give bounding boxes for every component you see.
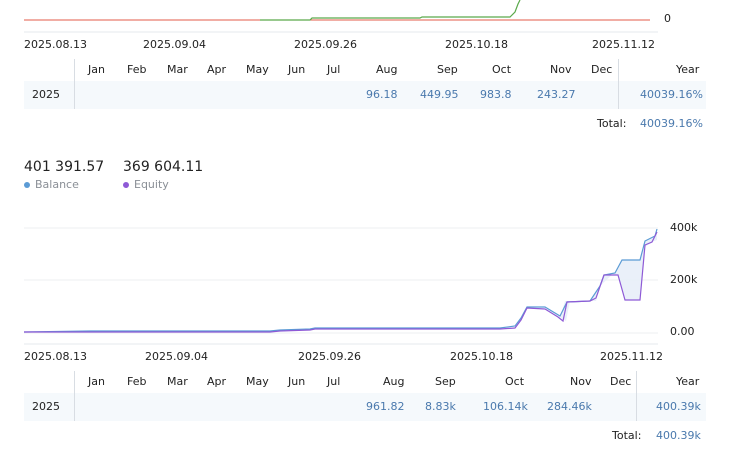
month-header: Sep bbox=[435, 375, 456, 388]
row-year: 2025 bbox=[32, 88, 60, 101]
month-value-aug: 96.18 bbox=[366, 88, 398, 101]
total-value: 400.39k bbox=[656, 429, 701, 442]
month-header: May bbox=[246, 375, 269, 388]
month-value-nov: 284.46k bbox=[547, 400, 592, 413]
top-x-date: 2025.09.04 bbox=[143, 38, 206, 51]
month-header: Jun bbox=[288, 375, 306, 388]
month-header: Jul bbox=[327, 63, 341, 76]
table-divider bbox=[74, 59, 75, 109]
month-header: Aug bbox=[383, 375, 405, 388]
month-value-sep: 449.95 bbox=[420, 88, 459, 101]
bottom-x-date: 2025.09.04 bbox=[145, 350, 208, 363]
equity-line bbox=[24, 231, 658, 333]
top-x-date: 2025.08.13 bbox=[24, 38, 87, 51]
month-header: Mar bbox=[167, 375, 188, 388]
top-x-date: 2025.10.18 bbox=[445, 38, 508, 51]
top-monthly-table: Jan Feb Mar Apr May Jun Jul Aug Sep Oct … bbox=[24, 59, 706, 111]
month-header: Mar bbox=[167, 63, 188, 76]
drawdown-area bbox=[527, 230, 657, 321]
month-header: Jul bbox=[327, 375, 341, 388]
total-label: Total: bbox=[612, 429, 642, 442]
y-tick-0: 0.00 bbox=[670, 325, 695, 338]
table-divider bbox=[636, 371, 637, 421]
balance-dot-icon bbox=[24, 181, 30, 188]
y-tick-400k: 400k bbox=[670, 221, 698, 234]
legend-equity[interactable]: Equity bbox=[123, 178, 169, 191]
month-header: Apr bbox=[207, 375, 227, 388]
bottom-x-date: 2025.09.26 bbox=[298, 350, 361, 363]
balance-line bbox=[23, 228, 658, 333]
year-header: Year bbox=[676, 375, 700, 388]
year-header: Year bbox=[676, 63, 700, 76]
y-tick-200k: 200k bbox=[670, 273, 698, 286]
month-header: Oct bbox=[505, 375, 525, 388]
legend-equity-label: Equity bbox=[134, 178, 169, 191]
month-header: Nov bbox=[550, 63, 572, 76]
legend-balance-label: Balance bbox=[35, 178, 79, 191]
top-x-date: 2025.11.12 bbox=[592, 38, 655, 51]
bottom-x-date: 2025.11.12 bbox=[600, 350, 663, 363]
table-row: 2025 96.18 449.95 983.8 243.27 40039.16% bbox=[24, 81, 706, 109]
bottom-x-date: 2025.08.13 bbox=[24, 350, 87, 363]
month-header: Feb bbox=[127, 63, 147, 76]
month-value-nov: 243.27 bbox=[537, 88, 576, 101]
top-chart-y-tick: 0 bbox=[664, 12, 671, 25]
year-value: 400.39k bbox=[656, 400, 701, 413]
month-header: Aug bbox=[376, 63, 398, 76]
month-header: Oct bbox=[492, 63, 512, 76]
bottom-monthly-table: Jan Feb Mar Apr May Jun Jul Aug Sep Oct … bbox=[24, 371, 706, 423]
month-value-oct: 106.14k bbox=[483, 400, 528, 413]
month-header: Jan bbox=[88, 375, 105, 388]
month-header: Jan bbox=[88, 63, 105, 76]
legend-balance[interactable]: Balance bbox=[24, 178, 79, 191]
month-value-aug: 961.82 bbox=[366, 400, 405, 413]
bottom-x-date: 2025.10.18 bbox=[450, 350, 513, 363]
month-header: Jun bbox=[288, 63, 306, 76]
month-header: Apr bbox=[207, 63, 227, 76]
month-header: Nov bbox=[570, 375, 592, 388]
month-value-sep: 8.83k bbox=[425, 400, 456, 413]
table-row: 2025 961.82 8.83k 106.14k 284.46k 400.39… bbox=[24, 393, 706, 421]
table-divider bbox=[618, 59, 619, 109]
total-label: Total: bbox=[597, 117, 627, 130]
top-x-date: 2025.09.26 bbox=[294, 38, 357, 51]
month-header: Dec bbox=[610, 375, 632, 388]
top-chart-green-line bbox=[260, 0, 521, 21]
month-value-oct: 983.8 bbox=[480, 88, 512, 101]
year-value: 40039.16% bbox=[640, 88, 703, 101]
table-header: Jan Feb Mar Apr May Jun Jul Aug Sep Oct … bbox=[24, 59, 706, 81]
table-header: Jan Feb Mar Apr May Jun Jul Aug Sep Oct … bbox=[24, 371, 706, 393]
balance-value: 401 391.57 bbox=[24, 159, 105, 175]
month-header: Feb bbox=[127, 375, 147, 388]
month-header: May bbox=[246, 63, 269, 76]
equity-value: 369 604.11 bbox=[123, 159, 204, 175]
month-header: Dec bbox=[591, 63, 613, 76]
equity-dot-icon bbox=[123, 181, 129, 188]
total-value: 40039.16% bbox=[640, 117, 703, 130]
month-header: Sep bbox=[437, 63, 458, 76]
table-divider bbox=[74, 371, 75, 421]
row-year: 2025 bbox=[32, 400, 60, 413]
